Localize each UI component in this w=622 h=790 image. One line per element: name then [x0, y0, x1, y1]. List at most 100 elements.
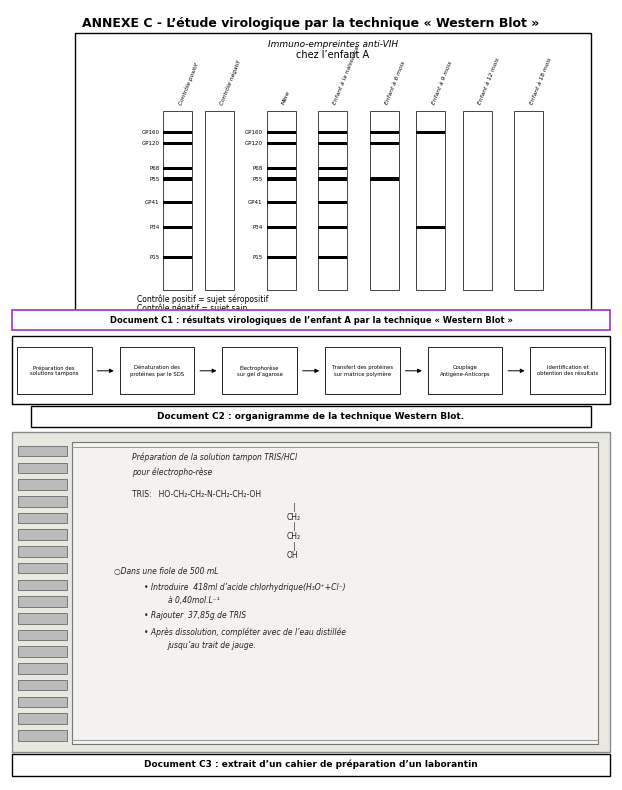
Bar: [19, 446, 67, 457]
Bar: [267, 141, 295, 145]
Bar: [267, 111, 295, 290]
Bar: [318, 178, 347, 181]
Bar: [19, 596, 67, 607]
Text: ANNEXE C - L’étude virologique par la technique « Western Blot »: ANNEXE C - L’étude virologique par la te…: [82, 17, 540, 30]
Bar: [318, 111, 347, 290]
Bar: [325, 348, 400, 394]
Bar: [19, 529, 67, 540]
Text: Enfant à la naissance: Enfant à la naissance: [333, 45, 361, 106]
Bar: [19, 663, 67, 674]
Bar: [19, 680, 67, 690]
Bar: [164, 141, 192, 145]
Text: Immuno-empreintes anti-VIH: Immuno-empreintes anti-VIH: [267, 40, 398, 49]
Bar: [370, 131, 399, 134]
Text: P15: P15: [253, 255, 262, 260]
Bar: [205, 111, 234, 290]
Bar: [370, 141, 399, 145]
Text: P34: P34: [253, 225, 262, 230]
Bar: [19, 713, 67, 724]
Bar: [416, 131, 445, 134]
Bar: [318, 167, 347, 170]
Text: |: |: [293, 522, 295, 532]
Bar: [318, 226, 347, 229]
Text: ○Dans une fiole de 500 mL: ○Dans une fiole de 500 mL: [114, 567, 218, 576]
Text: Document C2 : organigramme de la technique Western Blot.: Document C2 : organigramme de la techniq…: [157, 412, 465, 421]
Text: Contrôle négatif: Contrôle négatif: [219, 59, 242, 106]
Text: GP120: GP120: [141, 141, 159, 146]
Text: Électrophorèse
sur gel d’agarose: Électrophorèse sur gel d’agarose: [237, 365, 282, 377]
Bar: [19, 730, 67, 740]
Bar: [19, 480, 67, 490]
Bar: [267, 178, 295, 181]
Text: GP160: GP160: [141, 130, 159, 135]
Bar: [370, 178, 399, 181]
Text: Enfant à 18 mois: Enfant à 18 mois: [529, 58, 552, 106]
Text: CH₂: CH₂: [287, 513, 301, 521]
Bar: [318, 201, 347, 204]
Bar: [164, 201, 192, 204]
Text: Transfert des protéines
sur matrice polymère: Transfert des protéines sur matrice poly…: [332, 365, 393, 377]
Text: GP41: GP41: [248, 200, 262, 205]
Text: Préparation de la solution tampon TRIS/HCl: Préparation de la solution tampon TRIS/H…: [132, 453, 297, 462]
Bar: [416, 226, 445, 229]
Bar: [318, 131, 347, 134]
Bar: [19, 496, 67, 506]
Bar: [164, 178, 192, 181]
Bar: [72, 442, 598, 744]
Bar: [514, 111, 544, 290]
Bar: [370, 111, 399, 290]
Text: Dénaturation des
protéines par le SDS: Dénaturation des protéines par le SDS: [130, 365, 184, 377]
Text: à 0,40mol.L⁻¹: à 0,40mol.L⁻¹: [168, 596, 220, 605]
Bar: [318, 256, 347, 259]
Text: chez l’enfant A: chez l’enfant A: [296, 50, 369, 60]
Bar: [267, 256, 295, 259]
Text: Contrôle positif = sujet séropositif: Contrôle positif = sujet séropositif: [137, 295, 268, 304]
Text: Contrôle positif: Contrôle positif: [178, 62, 200, 106]
Text: OH: OH: [287, 551, 299, 560]
Text: • Introduire  418ml d’acide chlorhydrique(H₃O⁺+Cl⁻): • Introduire 418ml d’acide chlorhydrique…: [144, 582, 345, 592]
Bar: [531, 348, 605, 394]
Text: Préparation des
solutions tampons: Préparation des solutions tampons: [30, 365, 78, 377]
Bar: [19, 697, 67, 707]
Text: Document C1 : résultats virologiques de l’enfant A par la technique « Western Bl: Document C1 : résultats virologiques de …: [109, 315, 513, 325]
Bar: [164, 111, 192, 290]
Bar: [19, 463, 67, 473]
Text: pour électropho-rèse: pour électropho-rèse: [132, 468, 212, 477]
Bar: [164, 256, 192, 259]
Text: Enfant à 6 mois: Enfant à 6 mois: [384, 61, 406, 106]
Bar: [17, 348, 91, 394]
Text: P68: P68: [149, 166, 159, 171]
Bar: [164, 226, 192, 229]
Bar: [416, 111, 445, 290]
Bar: [267, 131, 295, 134]
Text: Mère: Mère: [281, 90, 291, 106]
Text: GP41: GP41: [145, 200, 159, 205]
Text: |: |: [293, 503, 295, 512]
Bar: [164, 167, 192, 170]
Text: P68: P68: [253, 166, 262, 171]
Text: P55: P55: [149, 177, 159, 182]
Text: P15: P15: [149, 255, 159, 260]
Bar: [267, 167, 295, 170]
Bar: [19, 613, 67, 623]
Text: |: |: [293, 542, 295, 551]
Bar: [19, 630, 67, 640]
Text: P55: P55: [253, 177, 262, 182]
Text: Enfant à 12 mois: Enfant à 12 mois: [477, 58, 501, 106]
Text: Enfant à 9 mois: Enfant à 9 mois: [431, 61, 453, 106]
Bar: [19, 580, 67, 590]
Bar: [267, 226, 295, 229]
Text: GP120: GP120: [244, 141, 262, 146]
Bar: [19, 513, 67, 523]
Bar: [164, 131, 192, 134]
Text: Contrôle négatif = sujet sain: Contrôle négatif = sujet sain: [137, 303, 247, 313]
Text: jusqu’au trait de jauge.: jusqu’au trait de jauge.: [168, 641, 256, 649]
Text: Document C3 : extrait d’un cahier de préparation d’un laborantin: Document C3 : extrait d’un cahier de pré…: [144, 760, 478, 769]
Bar: [463, 111, 492, 290]
Text: CH₂: CH₂: [287, 532, 301, 541]
Bar: [19, 563, 67, 574]
Text: • Rajouter  37,85g de TRIS: • Rajouter 37,85g de TRIS: [144, 611, 246, 620]
Text: Couplage
Antigène-Anticorps: Couplage Antigène-Anticorps: [440, 365, 490, 377]
Bar: [119, 348, 194, 394]
Bar: [19, 646, 67, 657]
